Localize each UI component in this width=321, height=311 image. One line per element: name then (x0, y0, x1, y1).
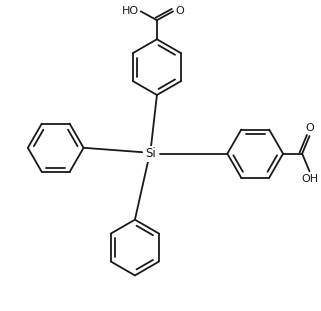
Text: O: O (305, 123, 314, 133)
Text: O: O (175, 6, 184, 16)
Text: HO: HO (121, 6, 139, 16)
Text: OH: OH (301, 174, 318, 184)
Text: Si: Si (146, 147, 156, 160)
